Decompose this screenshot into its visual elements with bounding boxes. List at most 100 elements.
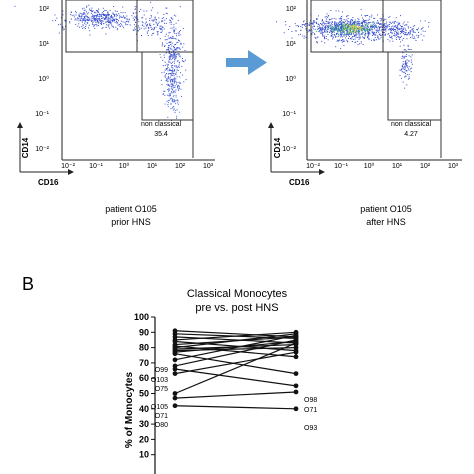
flow-event-dot bbox=[326, 13, 328, 15]
flow-event-dot bbox=[375, 27, 377, 29]
flow-event-dot bbox=[165, 68, 167, 70]
flow-event-dot bbox=[172, 78, 174, 80]
flow-event-dot bbox=[347, 30, 349, 32]
flow-event-dot bbox=[379, 28, 381, 30]
flow-event-dot bbox=[177, 39, 179, 41]
flow-event-dot bbox=[134, 29, 136, 31]
flow-event-dot bbox=[80, 13, 82, 15]
flow-event-dot bbox=[173, 73, 175, 74]
flow-event-dot bbox=[392, 29, 394, 31]
flow-event-dot bbox=[364, 15, 366, 16]
flow-event-dot bbox=[95, 21, 97, 23]
flow-event-dot bbox=[108, 26, 110, 28]
flow-event-dot bbox=[178, 34, 180, 36]
flow-event-dot bbox=[342, 41, 344, 42]
flow-event-dot bbox=[179, 47, 181, 49]
flow-event-dot bbox=[161, 72, 163, 74]
flow-event-dot bbox=[405, 75, 407, 77]
flow-event-dot bbox=[70, 12, 72, 13]
flow-event-dot bbox=[328, 31, 330, 33]
flow-event-dot bbox=[402, 52, 404, 54]
flow-event-dot bbox=[178, 54, 180, 56]
flow-event-dot bbox=[357, 20, 359, 22]
flow-event-dot bbox=[168, 87, 170, 89]
flow-event-dot bbox=[172, 107, 174, 109]
flow-event-dot bbox=[358, 32, 360, 34]
flow-event-dot bbox=[355, 28, 357, 30]
flow-event-dot bbox=[339, 24, 341, 26]
flow-event-dot bbox=[179, 56, 181, 58]
flow-event-dot bbox=[405, 34, 407, 35]
flow-event-dot bbox=[320, 32, 322, 34]
flow-event-dot bbox=[403, 37, 405, 39]
flow-event-dot bbox=[358, 27, 359, 29]
flow-event-dot bbox=[393, 21, 395, 23]
flow-event-dot bbox=[171, 85, 173, 87]
flow-event-dot bbox=[58, 24, 59, 26]
flow-event-dot bbox=[361, 27, 363, 29]
flow-event-dot bbox=[89, 34, 91, 36]
flow-event-dot bbox=[330, 19, 332, 20]
flow-event-dot bbox=[380, 24, 382, 25]
flow-event-dot bbox=[174, 111, 176, 113]
flow-event-dot bbox=[357, 44, 359, 46]
flow-event-dot bbox=[98, 15, 100, 17]
flow-event-dot bbox=[323, 32, 325, 34]
flow-event-dot bbox=[104, 14, 106, 16]
flow-event-dot bbox=[352, 38, 354, 40]
flow-event-dot bbox=[83, 27, 85, 28]
flow-event-dot bbox=[166, 7, 168, 9]
flow-event-dot bbox=[315, 22, 317, 24]
flow-event-dot bbox=[340, 40, 342, 42]
flow-event-dot bbox=[345, 25, 347, 27]
flow-event-dot bbox=[170, 41, 172, 43]
flow-event-dot bbox=[171, 55, 173, 57]
flow-event-dot bbox=[335, 10, 337, 12]
flow-event-dot bbox=[405, 56, 407, 57]
flow-event-dot bbox=[331, 21, 333, 23]
flow-event-dot bbox=[169, 32, 171, 34]
flow-event-dot bbox=[105, 33, 107, 35]
flow-event-dot bbox=[364, 24, 366, 26]
flow-event-dot bbox=[354, 32, 356, 34]
flow-event-dot bbox=[404, 71, 406, 73]
flow-event-dot bbox=[390, 29, 392, 31]
y-tick-label: 70 bbox=[139, 358, 149, 368]
flow-event-dot bbox=[340, 25, 342, 27]
flow-event-dot bbox=[384, 34, 386, 36]
flow-event-dot bbox=[348, 21, 350, 23]
flow-event-dot bbox=[300, 30, 302, 31]
flow-event-dot bbox=[416, 34, 418, 36]
y-tick: 10² bbox=[286, 6, 297, 13]
flow-event-dot bbox=[335, 26, 337, 28]
flow-event-dot bbox=[181, 60, 183, 62]
flow-event-dot bbox=[327, 21, 329, 23]
flow-event-dot bbox=[164, 46, 165, 47]
flow-event-dot bbox=[182, 46, 184, 48]
flow-event-dot bbox=[349, 33, 350, 35]
flow-event-dot bbox=[406, 65, 408, 67]
flow-event-dot bbox=[372, 31, 374, 33]
flow-event-dot bbox=[362, 21, 364, 23]
flow-event-dot bbox=[167, 80, 169, 82]
flow-event-dot bbox=[175, 65, 177, 67]
flow-event-dot bbox=[393, 34, 395, 36]
flow-event-dot bbox=[351, 18, 353, 20]
flow-event-dot bbox=[167, 78, 169, 80]
flow-event-dot bbox=[170, 81, 172, 83]
flow-event-dot bbox=[362, 25, 363, 27]
flow-event-dot bbox=[175, 44, 176, 45]
flow-event-dot bbox=[177, 88, 179, 90]
flow-event-dot bbox=[64, 20, 66, 22]
flow-event-dot bbox=[316, 30, 318, 32]
flow-event-dot bbox=[312, 23, 314, 25]
pre-point bbox=[172, 403, 178, 409]
flow-event-dot bbox=[153, 29, 155, 31]
flow-event-dot bbox=[326, 20, 328, 22]
flow-event-dot bbox=[317, 36, 319, 38]
flow-event-dot bbox=[408, 69, 410, 71]
flow-event-dot bbox=[391, 28, 393, 29]
flow-event-dot bbox=[324, 26, 325, 28]
flow-event-dot bbox=[98, 24, 99, 26]
flow-event-dot bbox=[348, 25, 350, 27]
